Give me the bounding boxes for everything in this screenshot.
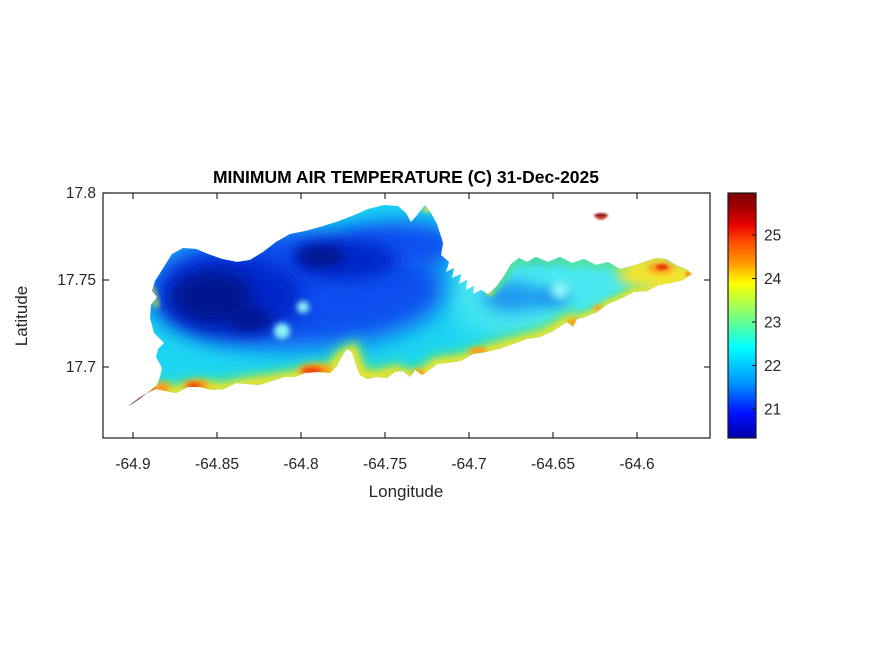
region-coldest-core [172, 245, 344, 332]
colorbar-tick-marks [752, 234, 756, 410]
hot-spot [302, 367, 322, 375]
x-tick-label: -64.65 [531, 456, 575, 473]
colorbar-tick-label: 22 [764, 358, 781, 375]
region-west-tip-spike [128, 380, 171, 407]
x-axis-label: Longitude [369, 482, 444, 501]
hot-spot [412, 370, 426, 376]
buck-island-body [594, 213, 608, 218]
contour-blob [617, 259, 692, 289]
contour-blob [172, 271, 252, 323]
x-tick-label: -64.7 [451, 456, 486, 473]
region-bright-spots [274, 281, 569, 339]
colorbar-tick-label: 24 [764, 271, 782, 288]
hot-spot [187, 383, 201, 389]
colorbar: 25 24 23 22 21 [727, 192, 782, 439]
x-tick-label: -64.6 [619, 456, 654, 473]
colorbar-tick-label: 25 [764, 228, 781, 245]
colorbar-tick-label: 21 [764, 402, 781, 419]
contour-blob [551, 281, 569, 299]
x-tick-label: -64.9 [115, 456, 150, 473]
x-tick-label: -64.75 [363, 456, 407, 473]
x-tick-marks [132, 193, 638, 438]
contour-blob [228, 308, 272, 332]
contour-blob [487, 289, 493, 295]
colorbar-tick-labels: 25 24 23 22 21 [764, 228, 782, 419]
colorbar-gradient [728, 193, 756, 438]
x-tick-labels: -64.9 -64.85 -64.8 -64.75 -64.7 -64.65 -… [115, 456, 654, 473]
contour-blob [423, 205, 431, 213]
hot-spot [128, 401, 138, 407]
y-axis-label: Latitude [12, 286, 31, 347]
hot-spot [469, 347, 487, 355]
x-tick-label: -64.85 [195, 456, 239, 473]
colorbar-border [727, 192, 757, 439]
hot-spot [656, 264, 668, 270]
contour-blob [296, 245, 344, 267]
contour-fringe [129, 393, 148, 407]
buck-island [594, 213, 608, 220]
hot-spot [685, 271, 691, 277]
contour-blob [297, 301, 309, 313]
x-tick-label: -64.8 [283, 456, 318, 473]
y-tick-labels: 17.8 17.75 17.7 [57, 185, 96, 376]
contour-blob [274, 323, 290, 339]
hot-spot [593, 305, 603, 311]
hot-spot [567, 319, 579, 325]
y-tick-label: 17.7 [66, 359, 96, 376]
figure-title: MINIMUM AIR TEMPERATURE (C) 31-Dec-2025 [213, 167, 599, 187]
y-tick-label: 17.75 [57, 272, 96, 289]
contour-fringe [136, 387, 158, 404]
contour-fringe [145, 380, 171, 400]
colorbar-tick-label: 23 [764, 315, 781, 332]
plot-box [102, 192, 711, 439]
y-tick-label: 17.8 [66, 185, 96, 202]
buck-island-edge [596, 216, 606, 220]
y-tick-marks [103, 192, 710, 368]
